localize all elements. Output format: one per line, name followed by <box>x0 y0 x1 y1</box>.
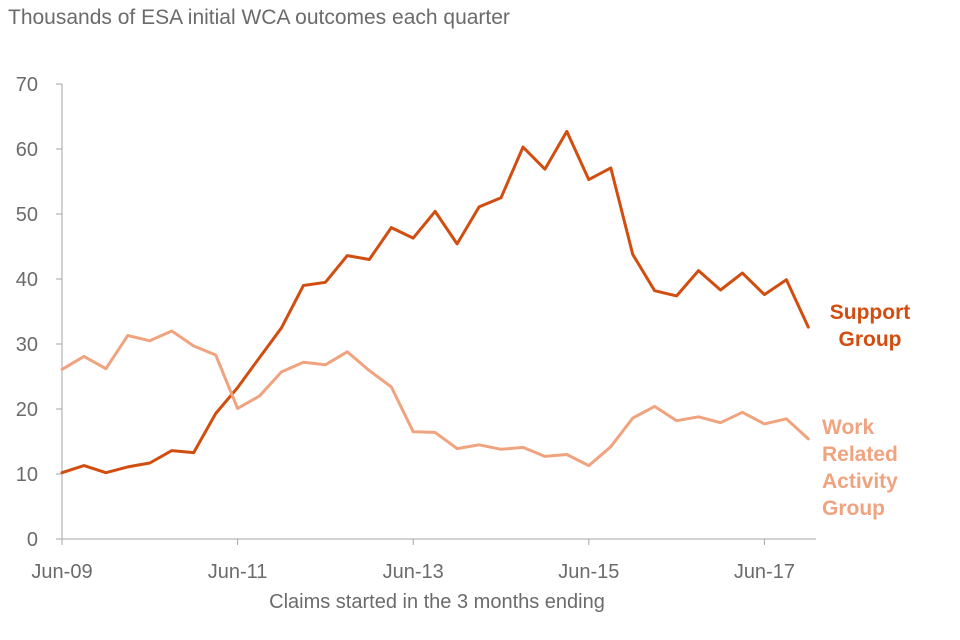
x-tick-label: Jun-17 <box>734 561 795 583</box>
y-tick-label: 0 <box>27 529 38 551</box>
series-label-work-related-activity-group: Work Related Activity Group <box>822 416 898 520</box>
y-tick-label: 30 <box>16 334 38 356</box>
series-label-line: Group <box>839 328 902 351</box>
series-label-line: Support <box>830 301 910 324</box>
x-tick-label: Jun-09 <box>31 561 92 583</box>
series-label-line: Related <box>822 443 898 466</box>
series-labels: Support Group Work Related Activity Group <box>822 301 910 520</box>
y-axis: 0 10 20 30 40 50 60 70 <box>16 74 63 551</box>
y-tick-label: 50 <box>16 204 38 226</box>
series-line-work-related-activity-group <box>60 329 810 468</box>
x-tick-label: Jun-15 <box>558 561 619 583</box>
y-tick-label: 40 <box>16 269 38 291</box>
series-label-line: Work <box>822 416 874 439</box>
y-tick-label: 70 <box>16 74 38 96</box>
chart-title: Thousands of ESA initial WCA outcomes ea… <box>8 6 510 29</box>
y-tick-label: 10 <box>16 464 38 486</box>
x-tick-label: Jun-13 <box>383 561 444 583</box>
series-line-support-group <box>60 129 810 475</box>
y-tick-label: 60 <box>16 139 38 161</box>
x-axis-label: Claims started in the 3 months ending <box>269 591 605 613</box>
x-axis: Jun-09 Jun-11 Jun-13 Jun-15 Jun-17 <box>31 538 816 583</box>
y-tick-label: 20 <box>16 399 38 421</box>
series-label-line: Group <box>822 497 885 520</box>
series-layer <box>60 129 810 475</box>
series-label-support-group: Support Group <box>830 301 910 351</box>
x-tick-label: Jun-11 <box>208 561 268 583</box>
series-label-line: Activity <box>822 470 898 493</box>
